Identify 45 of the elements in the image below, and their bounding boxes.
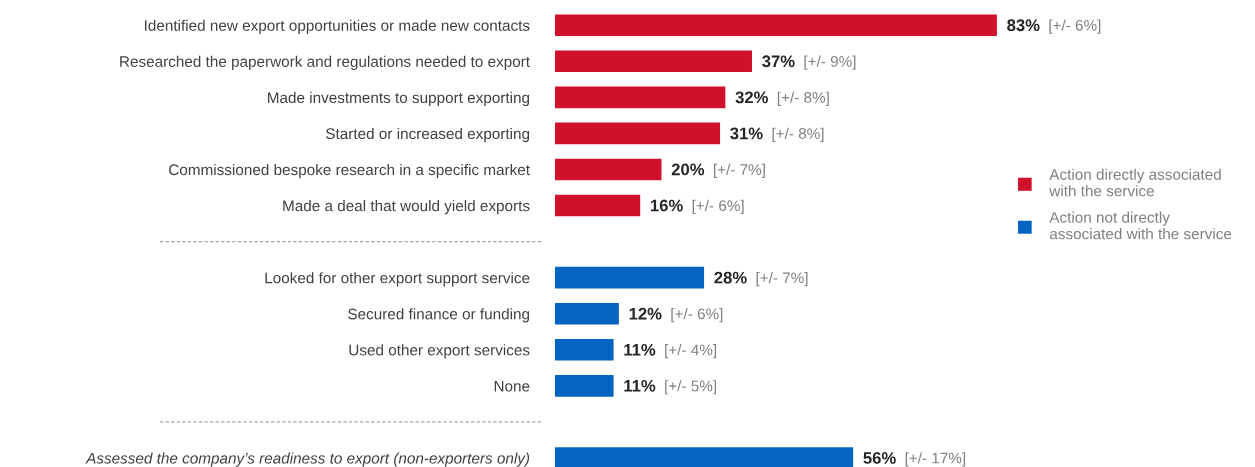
bar <box>555 158 662 181</box>
data-label: 20% <box>671 163 705 176</box>
data-label: 11% <box>624 343 656 356</box>
annotation: [+/- 8%] <box>777 91 829 106</box>
y-tick-label: Identified new export opportunities or made new contacts <box>145 19 530 34</box>
bar <box>555 50 752 73</box>
bar <box>555 266 705 289</box>
bar <box>555 302 619 325</box>
bar <box>555 375 614 397</box>
data-label: 28% <box>714 271 747 284</box>
y-tick-label: Made investments to support exporting <box>268 91 530 107</box>
bar <box>555 14 997 37</box>
text: [+/- 6%] <box>1049 19 1101 34</box>
annotation: [+/- 5%] <box>665 380 717 395</box>
y-tick-label: Researched the paperwork and regulations needed to export <box>120 55 530 71</box>
annotation: [+/- 7%] <box>756 271 808 287</box>
bar <box>555 86 726 109</box>
annotation: [+/- 6%] <box>692 199 744 215</box>
legend-label: Action directly associated with the service <box>1049 168 1221 197</box>
annotation: [+/- 7%] <box>713 163 765 178</box>
data-label: 32% <box>735 91 769 104</box>
y-tick-label: Assessed the company’s readiness to export (non-exporters only) <box>85 452 530 467</box>
y-tick-label: Commissioned bespoke research in a specific market <box>169 163 530 179</box>
annotation: [+/- 17%] <box>905 452 966 467</box>
annotation: [+/- 9%] <box>804 55 856 70</box>
data-label: 16% <box>650 199 683 212</box>
annotation: [+/- 8%] <box>772 127 824 142</box>
annotation: [+/- 6%] <box>671 308 723 323</box>
bar <box>555 194 641 217</box>
bar <box>555 338 614 361</box>
data-label: 31% <box>730 127 763 140</box>
bar <box>555 122 721 145</box>
legend-label: Action not directly associated with the service <box>1049 211 1232 240</box>
data-label: 83% <box>1007 19 1040 32</box>
y-tick-label: Used other export services <box>349 344 530 359</box>
data-label: 11% <box>624 379 656 392</box>
annotation: [+/- 4%] <box>665 344 717 359</box>
data-label: 12% <box>629 307 662 320</box>
y-tick-label: None <box>494 380 530 392</box>
y-tick-label: Started or increased exporting <box>326 127 530 143</box>
y-tick-label: Looked for other export support service <box>265 272 530 287</box>
y-tick-label: Made a deal that would yield exports <box>283 200 530 215</box>
data-label: 56% <box>863 452 896 464</box>
y-tick-label: Secured finance or funding <box>348 308 530 323</box>
data-label: 37% <box>762 55 795 68</box>
